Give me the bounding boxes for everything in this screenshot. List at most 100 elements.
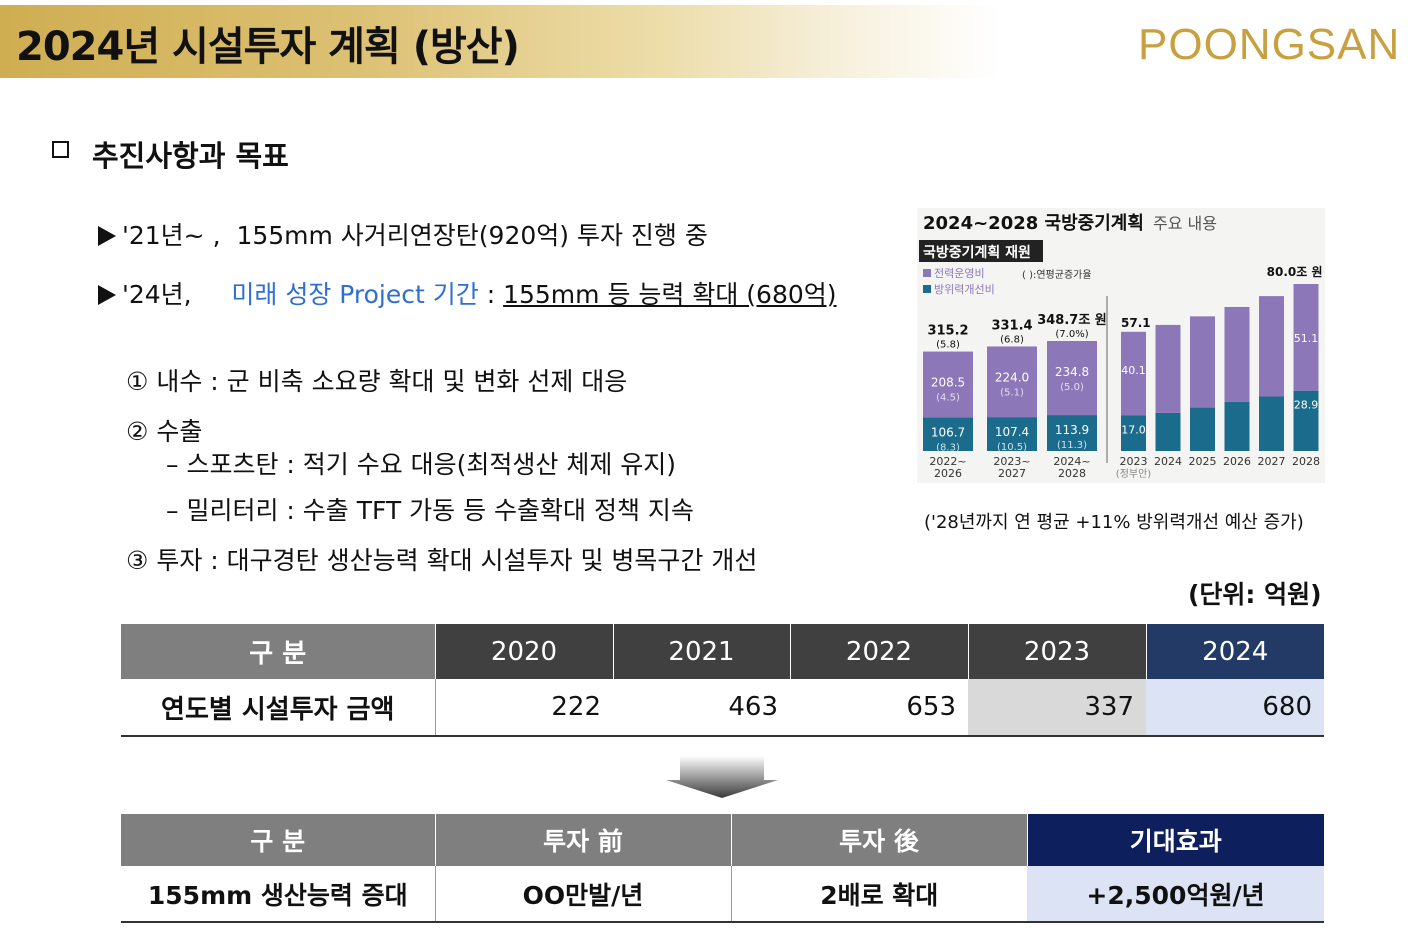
goal-item-2-sub-2: – 밀리터리 : 수출 TFT 가동 등 수출확대 정책 지속 — [166, 496, 694, 525]
section-heading: 추진사항과 목표 — [92, 139, 289, 173]
table1-header-2020: 2020 — [434, 624, 613, 679]
table2-header-before: 투자 前 — [434, 814, 731, 866]
table1-header-2021: 2021 — [612, 624, 790, 679]
goal-item-3: ③ 투자 : 대구경탄 생산능력 확대 시설투자 및 병목구간 개선 — [126, 546, 758, 575]
table-row: 155mm 생산능력 증대 OO만발/년 2배로 확대 +2,500억원/년 — [121, 866, 1324, 923]
plan-total-label: 348.7조 원 — [1037, 313, 1107, 328]
bullet-1-prefix: '21년~ , — [122, 221, 221, 250]
year-bar-improvement — [1121, 415, 1146, 451]
plan-category-label: 2024~ — [1053, 455, 1090, 468]
year-bar-operation — [1190, 316, 1215, 408]
year-bar-operation — [1155, 324, 1181, 413]
table1-header-2023: 2023 — [967, 624, 1146, 679]
year-last-operation-label: 51.1 — [1294, 332, 1319, 345]
table2-effect-value: +2,500억원/년 — [1027, 866, 1324, 923]
plan-operation-label: 234.8 — [1055, 365, 1089, 379]
goal-item-2: ② 수출 — [126, 417, 203, 446]
plan-operation-growth: (5.1) — [1000, 387, 1024, 398]
page-title: 2024년 시설투자 계획 (방산) — [16, 24, 520, 70]
plan-improvement-label: 107.4 — [995, 425, 1029, 439]
bullet-line-1: '21년~ , 155mm 사거리연장탄(920억) 투자 진행 중 — [98, 216, 708, 252]
plan-bar-improvement — [987, 417, 1037, 451]
capacity-table-header: 구 분 투자 前 투자 後 기대효과 — [121, 814, 1324, 866]
legend-swatch-improvement — [923, 285, 931, 293]
down-arrow-icon — [666, 756, 778, 798]
year-bar-improvement — [1293, 390, 1319, 451]
checkbox-square-icon — [52, 141, 69, 158]
year-bar-improvement — [1259, 396, 1284, 451]
year-bar-operation — [1293, 284, 1319, 391]
plan-improvement-growth: (8.3) — [936, 442, 960, 453]
table1-row-label: 연도별 시설투자 금액 — [121, 679, 436, 737]
plan-category-label: 2027 — [998, 467, 1026, 480]
chart-caption: ('28년까지 연 평균 +11% 방위력개선 예산 증가) — [924, 512, 1304, 533]
plan-operation-label: 208.5 — [931, 376, 965, 390]
table1-value-2021: 463 — [613, 679, 790, 737]
year-category-label: 2028 — [1292, 455, 1320, 468]
bullet-2-sep: : — [478, 280, 504, 309]
year-first-operation-label: 40.1 — [1121, 364, 1146, 377]
goal-item-2-sub-1: – 스포츠탄 : 적기 수요 대응(최적생산 체제 유지) — [166, 450, 677, 479]
plan-total-label: 331.4 — [991, 318, 1032, 333]
triangle-bullet-icon — [98, 226, 116, 246]
unit-label: (단위: 억원) — [1188, 580, 1322, 609]
year-bar-improvement — [1224, 401, 1250, 451]
plan-operation-growth: (4.5) — [936, 393, 960, 404]
table1-header-category: 구 분 — [121, 624, 435, 679]
year-last-improvement-label: 28.9 — [1294, 399, 1319, 412]
year-last-total-label: 80.0조 원 — [1267, 265, 1323, 279]
bullet-1-text: 155mm 사거리연장탄(920억) 투자 진행 중 — [236, 221, 708, 250]
chart-badge-bg — [919, 240, 1043, 262]
plan-category-label: 2028 — [1058, 467, 1086, 480]
plan-improvement-growth: (10.5) — [997, 442, 1027, 453]
defense-budget-chart: 2024~2028 국방중기계획 주요 내용 국방중기계획 재원 전력운영비 방… — [917, 208, 1325, 483]
goal-item-1: ① 내수 : 군 비축 소요량 확대 및 변화 선제 대응 — [126, 367, 628, 396]
plan-operation-growth: (5.0) — [1060, 382, 1084, 393]
plan-category-label: 2022~ — [929, 455, 966, 468]
legend-operation: 전력운영비 — [934, 267, 985, 280]
title-bar — [0, 5, 1000, 78]
year-bar-operation — [1259, 296, 1284, 397]
year-first-total-label: 57.1 — [1121, 316, 1151, 330]
year-first-improvement-label: 17.0 — [1121, 424, 1146, 437]
year-category-label: 2026 — [1223, 455, 1251, 468]
plan-total-growth: (6.8) — [1000, 334, 1024, 345]
year-note: (정부안) — [1116, 468, 1152, 480]
plan-bar-operation — [923, 351, 973, 418]
plan-bars-group: 106.7 (8.3) 208.5 (4.5) 315.2(5.8) 2022~2026 1… — [923, 313, 1107, 480]
table2-row-label: 155mm 생산능력 증대 — [121, 866, 436, 923]
bullet-line-2: '24년, 미래 성장 Project 기간 : 155mm 등 능력 확대 (… — [98, 275, 837, 311]
year-bar-operation — [1224, 306, 1250, 402]
plan-operation-label: 224.0 — [995, 370, 1029, 384]
year-bar-improvement — [1155, 412, 1181, 451]
year-category-label: 2023 — [1120, 455, 1148, 468]
year-bar-operation — [1121, 331, 1146, 416]
plan-improvement-growth: (11.3) — [1057, 440, 1087, 451]
defense-budget-chart-svg: 2024~2028 국방중기계획 주요 내용 국방중기계획 재원 전력운영비 방… — [919, 213, 1323, 480]
poongsan-logo: POONGSAN — [1138, 20, 1401, 69]
table2-after-value: 2배로 확대 — [731, 866, 1027, 923]
plan-total-growth: (7.0%) — [1055, 329, 1088, 340]
table1-value-2022: 653 — [790, 679, 968, 737]
plan-improvement-label: 106.7 — [931, 425, 965, 439]
chart-subtitle: 주요 내용 — [1153, 214, 1217, 233]
year-category-label: 2027 — [1258, 455, 1286, 468]
table1-header-2022: 2022 — [789, 624, 968, 679]
capacity-table: 구 분 투자 前 투자 後 기대효과 155mm 생산능력 증대 OO만발/년 … — [121, 814, 1324, 923]
investment-table-header: 구 분 2020 2021 2022 2023 2024 — [121, 624, 1324, 679]
table1-value-2024: 680 — [1146, 679, 1324, 737]
table1-header-2024: 2024 — [1145, 624, 1324, 679]
plan-bar-operation — [987, 346, 1037, 418]
investment-table: 구 분 2020 2021 2022 2023 2024 연도별 시설투자 금액… — [121, 624, 1324, 737]
plan-total-label: 315.2 — [927, 324, 968, 339]
chart-title: 2024~2028 국방중기계획 — [923, 213, 1144, 234]
plan-bar-improvement — [1047, 415, 1097, 451]
table1-value-2020: 222 — [435, 679, 613, 737]
table2-header-category: 구 분 — [121, 814, 435, 866]
year-bar-improvement — [1190, 407, 1215, 451]
year-bars-group: 2023 2024 2025 2026 2027 2028 (정부안) 57.1 40.1 17.… — [1116, 265, 1323, 480]
plan-improvement-label: 113.9 — [1055, 423, 1089, 437]
legend-improvement: 방위력개선비 — [934, 283, 995, 296]
triangle-bullet-icon — [98, 285, 116, 305]
plan-total-growth: (5.8) — [936, 340, 960, 351]
